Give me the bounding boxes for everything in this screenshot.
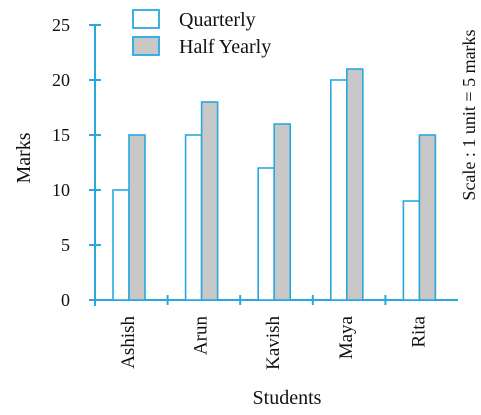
y-tick-labels: 0 5 10 15 20 25 bbox=[52, 15, 70, 310]
bar-half-yearly bbox=[418, 134, 437, 301]
x-category-label: Arun bbox=[191, 316, 212, 356]
x-category-label: Maya bbox=[336, 315, 357, 359]
legend-label: Quarterly bbox=[179, 9, 256, 31]
y-tick-label: 25 bbox=[52, 15, 70, 35]
legend-swatch bbox=[132, 36, 160, 56]
bar-half-yearly bbox=[200, 101, 219, 301]
y-tick-label: 10 bbox=[52, 180, 70, 200]
x-category-label: Kavish bbox=[263, 316, 284, 370]
x-category-labels: Ashish Arun Kavish Maya Rita bbox=[118, 315, 429, 369]
bar-quarterly bbox=[112, 189, 130, 301]
y-tick-label: 5 bbox=[61, 235, 70, 255]
x-category-label: Rita bbox=[408, 315, 429, 347]
bar-half-yearly bbox=[345, 68, 364, 301]
bar-quarterly bbox=[184, 134, 203, 301]
bar-half-yearly bbox=[128, 134, 146, 301]
legend-label: Half Yearly bbox=[179, 36, 271, 58]
bars bbox=[112, 68, 437, 301]
legend-swatch bbox=[132, 9, 160, 29]
scale-note: Scale : 1 unit = 5 marks bbox=[459, 29, 479, 200]
bar-quarterly bbox=[402, 200, 421, 301]
bar-quarterly bbox=[329, 79, 348, 301]
y-tick-label: 20 bbox=[52, 70, 70, 90]
legend: Quarterly Half Yearly bbox=[132, 9, 271, 58]
x-category-label: Ashish bbox=[118, 316, 139, 369]
x-axis-title: Students bbox=[253, 387, 322, 409]
bar-half-yearly bbox=[273, 123, 292, 301]
y-axis-title: Marks bbox=[13, 132, 35, 183]
y-tick-label: 0 bbox=[61, 290, 70, 310]
bar-quarterly bbox=[257, 167, 276, 301]
y-tick-label: 15 bbox=[52, 125, 70, 145]
